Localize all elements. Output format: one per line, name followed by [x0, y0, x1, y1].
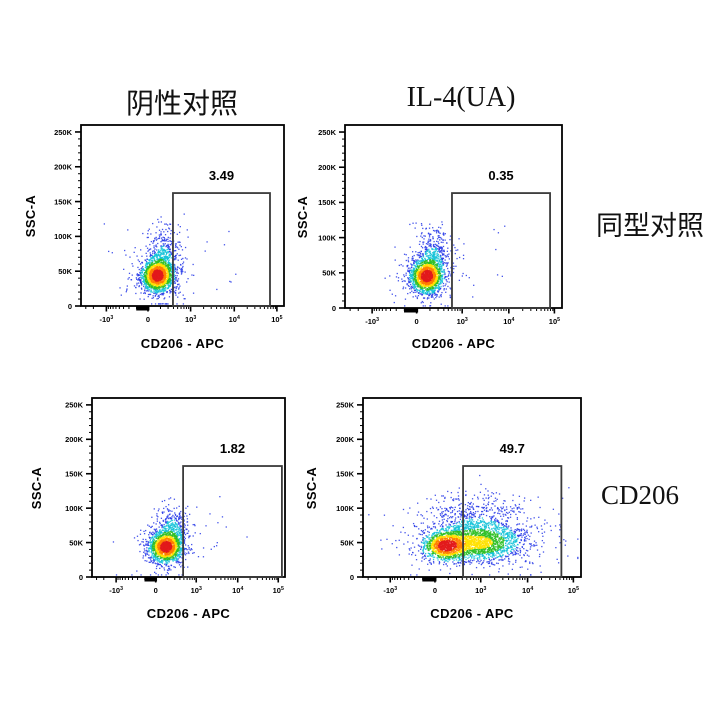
svg-text:0: 0: [433, 586, 437, 595]
svg-text:0: 0: [68, 302, 72, 311]
x-axis-label: CD206 - APC: [411, 336, 496, 351]
svg-text:0: 0: [415, 317, 419, 326]
scatter-canvas-il4ua-isotype: [346, 126, 561, 307]
gate-percent-label: 3.49: [208, 168, 235, 184]
plot-border: [91, 397, 286, 578]
svg-text:-103: -103: [100, 315, 114, 324]
gate-rect: [172, 192, 271, 307]
svg-text:104: 104: [503, 317, 514, 326]
svg-text:150K: 150K: [336, 470, 355, 479]
svg-text:250K: 250K: [336, 401, 355, 410]
gate-rect: [451, 192, 551, 309]
x-axis-ticks: -103 0 103 104 105: [367, 577, 579, 595]
axes-and-gate-negative-control-isotype: 0 50K 100K 150K 200K 250K -103 0 103 104 105: [54, 124, 285, 324]
x-axis-ticks: -103 0 103 104 105: [96, 577, 284, 595]
gate-percent-label: 49.7: [499, 441, 525, 457]
axes-and-gate-il4ua-isotype: 0 50K 100K 150K 200K 250K -103 0 103 104 105: [318, 124, 563, 326]
svg-text:100K: 100K: [54, 232, 73, 241]
zero-region-tick-bar: [136, 306, 150, 311]
svg-text:150K: 150K: [54, 197, 73, 206]
column-title-negative-control: 阴性对照: [125, 89, 238, 120]
svg-text:103: 103: [191, 586, 202, 595]
y-axis-ticks: 0 50K 100K 150K 200K 250K: [54, 128, 81, 311]
scatter-canvas-il4ua-cd206: [364, 399, 580, 576]
svg-text:200K: 200K: [318, 163, 337, 172]
svg-text:100K: 100K: [336, 504, 355, 513]
svg-text:150K: 150K: [65, 470, 84, 479]
svg-text:50K: 50K: [322, 269, 336, 278]
axes-and-gate-negative-control-cd206: 0 50K 100K 150K 200K 250K -103 0 103 104 105: [65, 397, 286, 595]
plot-border: [362, 397, 582, 578]
y-axis-label: SSC-A: [295, 195, 310, 238]
svg-text:100K: 100K: [65, 504, 84, 513]
y-axis-ticks: 0 50K 100K 150K 200K 250K: [65, 401, 92, 582]
y-axis-ticks: 0 50K 100K 150K 200K 250K: [336, 401, 363, 582]
svg-text:-103: -103: [365, 317, 379, 326]
x-axis-ticks: -103 0 103 104 105: [85, 306, 283, 324]
svg-text:50K: 50K: [69, 538, 83, 547]
scatter-canvas-negative-control-isotype: [82, 126, 283, 305]
scatter-canvas-negative-control-cd206: [93, 399, 284, 576]
svg-text:-103: -103: [109, 586, 123, 595]
gate-rect: [462, 465, 563, 578]
x-axis-label: CD206 - APC: [146, 606, 231, 621]
svg-text:104: 104: [232, 586, 243, 595]
row-label-isotype-control: 同型对照: [596, 211, 704, 241]
svg-text:103: 103: [457, 317, 468, 326]
x-axis-label: CD206 - APC: [430, 606, 514, 621]
zero-region-tick-bar: [144, 577, 158, 582]
x-axis-ticks: -103 0 103 104 105: [349, 308, 560, 326]
y-axis-label: SSC-A: [23, 194, 38, 237]
svg-text:105: 105: [568, 586, 579, 595]
row-label-cd206: CD206: [600, 480, 679, 510]
svg-text:105: 105: [271, 315, 282, 324]
svg-text:200K: 200K: [65, 435, 84, 444]
svg-text:250K: 250K: [54, 128, 73, 137]
y-axis-label: SSC-A: [304, 466, 319, 509]
zero-region-tick-bar: [422, 577, 437, 582]
svg-text:50K: 50K: [58, 267, 72, 276]
svg-text:105: 105: [549, 317, 560, 326]
svg-text:105: 105: [273, 586, 284, 595]
svg-text:100K: 100K: [318, 233, 337, 242]
svg-text:250K: 250K: [65, 401, 84, 410]
column-title-il4ua: IL-4(UA): [406, 82, 516, 113]
svg-text:200K: 200K: [336, 435, 355, 444]
svg-text:0: 0: [332, 304, 336, 313]
svg-text:103: 103: [475, 586, 486, 595]
zero-region-tick-bar: [404, 308, 419, 313]
gate-percent-label: 0.35: [488, 168, 514, 184]
svg-text:104: 104: [522, 586, 533, 595]
svg-text:0: 0: [154, 586, 158, 595]
svg-text:0: 0: [79, 573, 83, 582]
svg-text:200K: 200K: [54, 163, 73, 172]
svg-text:-103: -103: [383, 586, 397, 595]
axes-and-gate-il4ua-cd206: 0 50K 100K 150K 200K 250K -103 0 103 104 105: [336, 397, 582, 595]
y-axis-ticks: 0 50K 100K 150K 200K 250K: [318, 128, 345, 313]
gate-percent-label: 1.82: [219, 441, 246, 457]
plot-border: [344, 124, 563, 309]
plot-border: [80, 124, 285, 307]
y-axis-label: SSC-A: [29, 466, 44, 509]
svg-text:103: 103: [185, 315, 196, 324]
svg-text:50K: 50K: [340, 538, 354, 547]
svg-text:104: 104: [229, 315, 240, 324]
x-axis-label: CD206 - APC: [140, 336, 225, 351]
svg-text:250K: 250K: [318, 128, 337, 137]
svg-text:0: 0: [146, 315, 150, 324]
gate-rect: [182, 465, 283, 578]
svg-text:0: 0: [350, 573, 354, 582]
svg-text:150K: 150K: [318, 198, 337, 207]
